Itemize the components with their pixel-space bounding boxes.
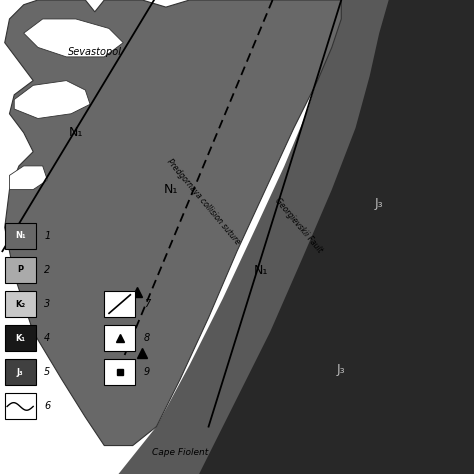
Bar — [5, 257, 36, 283]
Text: 7: 7 — [144, 299, 150, 309]
Bar — [5, 291, 36, 317]
Polygon shape — [14, 81, 90, 118]
Bar — [104, 291, 135, 317]
Text: 8: 8 — [144, 333, 150, 343]
Bar — [5, 359, 36, 385]
Polygon shape — [9, 166, 47, 190]
Text: 1: 1 — [44, 231, 50, 241]
Bar — [104, 359, 135, 385]
Text: N₁: N₁ — [69, 126, 83, 139]
Text: Cape Fiolent: Cape Fiolent — [152, 448, 208, 457]
Bar — [5, 223, 36, 249]
Text: J₃: J₃ — [375, 197, 383, 210]
Bar — [5, 325, 36, 351]
Text: N₁: N₁ — [254, 264, 268, 277]
Text: J₃: J₃ — [337, 363, 346, 376]
Text: 6: 6 — [44, 401, 50, 411]
Text: 4: 4 — [44, 333, 50, 343]
Text: Sevastopol: Sevastopol — [68, 47, 122, 57]
Text: 5: 5 — [44, 367, 50, 377]
Text: 9: 9 — [144, 367, 150, 377]
Text: Predgornaya collision suture: Predgornaya collision suture — [165, 157, 242, 246]
Polygon shape — [5, 0, 341, 446]
Text: N₁: N₁ — [15, 231, 26, 240]
Text: K₂: K₂ — [15, 300, 25, 309]
Text: K₁: K₁ — [15, 334, 25, 343]
Polygon shape — [24, 19, 123, 57]
Bar — [5, 393, 36, 419]
Text: N₁: N₁ — [164, 183, 178, 196]
Text: 3: 3 — [44, 299, 50, 309]
Bar — [104, 325, 135, 351]
Polygon shape — [199, 0, 474, 474]
Text: Georgievskii Fault: Georgievskii Fault — [273, 196, 324, 255]
Text: J₃: J₃ — [17, 368, 23, 377]
Polygon shape — [118, 0, 474, 474]
Text: 2: 2 — [44, 265, 50, 275]
Text: P: P — [17, 265, 23, 274]
